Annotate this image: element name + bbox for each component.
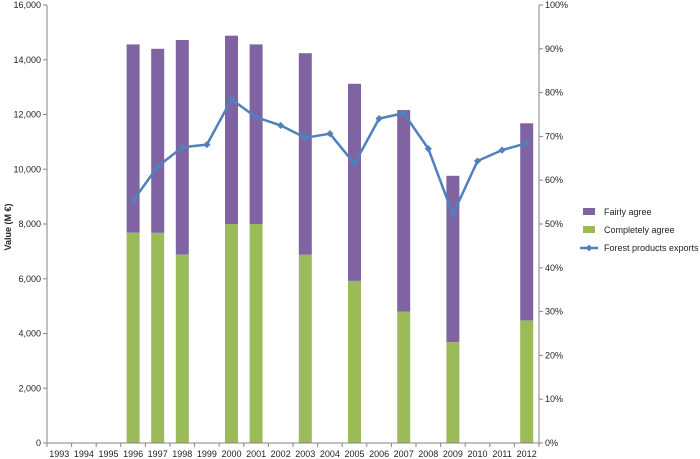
y-tick-label-left: 12,000 [13, 110, 41, 120]
x-tick-label: 2012 [517, 449, 537, 459]
axes-layer [43, 4, 543, 447]
bar-fairly-agree-2007 [397, 110, 411, 312]
x-tick-label: 2001 [246, 449, 266, 459]
bar-fairly-agree-2009 [446, 175, 460, 343]
x-tick-label: 1998 [172, 449, 192, 459]
legend-label-fairly-agree: Fairly agree [604, 207, 652, 217]
y-tick-label-right: 40% [545, 263, 563, 273]
point-forest-products-exports-2001 [252, 113, 260, 121]
point-forest-products-exports-2007 [400, 109, 408, 117]
point-forest-products-exports-1996 [129, 197, 137, 205]
y-tick-label-left: 2,000 [18, 383, 41, 393]
y-tick-label-right: 100% [545, 0, 568, 10]
bar-completely-agree-2001 [249, 224, 263, 443]
point-forest-products-exports-2002 [277, 121, 285, 130]
point-forest-products-exports-1997 [154, 162, 162, 171]
bar-completely-agree-2005 [348, 280, 361, 443]
x-tick-label: 1997 [148, 449, 168, 459]
x-tick-label: 2006 [369, 449, 389, 459]
x-tick-label: 2005 [344, 449, 364, 459]
y-tick-label-right: 50% [545, 219, 563, 229]
y-tick-label-right: 10% [545, 394, 563, 404]
bar-fairly-agree-2001 [249, 44, 263, 225]
point-forest-products-exports-1998 [178, 143, 186, 151]
x-tick-label: 2011 [492, 449, 511, 459]
line-forest-products-exports [132, 98, 528, 216]
x-tick-label: 2004 [320, 449, 340, 459]
point-forest-products-exports-2012 [523, 139, 531, 147]
y-tick-label-left: 8,000 [18, 219, 41, 229]
line-layer [129, 95, 531, 219]
y-tick-label-right: 70% [545, 131, 563, 141]
bar-fairly-agree-1996 [126, 44, 140, 233]
bar-completely-agree-2007 [397, 311, 411, 443]
y-tick-label-left: 6,000 [18, 274, 41, 284]
y-tick-label-left: 14,000 [13, 55, 41, 65]
legend-swatch-completely-agree [583, 226, 595, 233]
y-tick-label-left: 10,000 [13, 164, 41, 174]
point-forest-products-exports-2003 [301, 134, 309, 142]
bar-fairly-agree-2000 [225, 35, 238, 225]
point-forest-products-exports-2010 [473, 157, 482, 165]
bar-completely-agree-2003 [298, 254, 312, 443]
bar-completely-agree-1998 [175, 254, 189, 443]
y-tick-label-right: 30% [545, 307, 563, 317]
x-tick-label: 2003 [295, 449, 315, 459]
x-tick-label: 2009 [443, 449, 463, 459]
bar-completely-agree-1996 [126, 232, 140, 443]
bar-completely-agree-2012 [520, 320, 534, 443]
y-tick-label-left: 16,000 [13, 0, 41, 10]
x-tick-label: 2002 [271, 449, 291, 459]
y-tick-label-right: 0% [545, 438, 558, 448]
point-forest-products-exports-2011 [498, 146, 506, 154]
x-tick-label: 1994 [74, 449, 94, 459]
bars-layer [126, 35, 534, 443]
point-forest-products-exports-2005 [350, 160, 359, 168]
x-tick-label: 2000 [221, 449, 241, 459]
y-axis-label: Value (M €) [3, 203, 13, 250]
x-tick-label: 2010 [467, 449, 487, 459]
bar-completely-agree-2000 [225, 224, 238, 443]
y-tick-label-right: 20% [545, 350, 563, 360]
legend-label-completely-agree: Completely agree [604, 225, 675, 235]
y-tick-label-right: 90% [545, 44, 563, 54]
point-forest-products-exports-2006 [375, 115, 383, 123]
bar-completely-agree-1997 [151, 232, 165, 443]
x-tick-label: 1999 [197, 449, 217, 459]
x-tick-label: 2007 [394, 449, 414, 459]
y-tick-label-left: 4,000 [18, 329, 41, 339]
y-tick-label-right: 80% [545, 88, 563, 98]
bar-fairly-agree-2012 [520, 123, 534, 321]
point-forest-products-exports-2004 [326, 130, 334, 138]
point-forest-products-exports-2009 [449, 210, 457, 219]
bar-fairly-agree-2003 [298, 53, 312, 255]
legend-swatch-fairly-agree [583, 208, 595, 215]
bar-completely-agree-2009 [446, 342, 460, 443]
x-tick-label: 2008 [418, 449, 438, 459]
ticks-layer: 0 2,000 4,000 6,000 8,000 10,000 12,000 14,000 1… [13, 0, 568, 459]
bar-fairly-agree-2005 [348, 83, 361, 281]
legend-label-forest-products-exports: Forest products exports [604, 243, 699, 253]
legend-marker-forest-products-exports [585, 244, 593, 252]
x-tick-label: 1993 [49, 449, 69, 459]
y-tick-label-left: 0 [36, 438, 41, 448]
point-forest-products-exports-2000 [227, 95, 236, 104]
point-forest-products-exports-2008 [424, 145, 432, 153]
x-tick-label: 1995 [98, 449, 118, 459]
bar-fairly-agree-1997 [151, 48, 165, 233]
y-tick-label-right: 60% [545, 175, 563, 185]
point-forest-products-exports-1999 [203, 141, 211, 149]
legend: Fairly agree Completely agree Forest produ… [580, 207, 699, 253]
x-tick-label: 1996 [123, 449, 143, 459]
